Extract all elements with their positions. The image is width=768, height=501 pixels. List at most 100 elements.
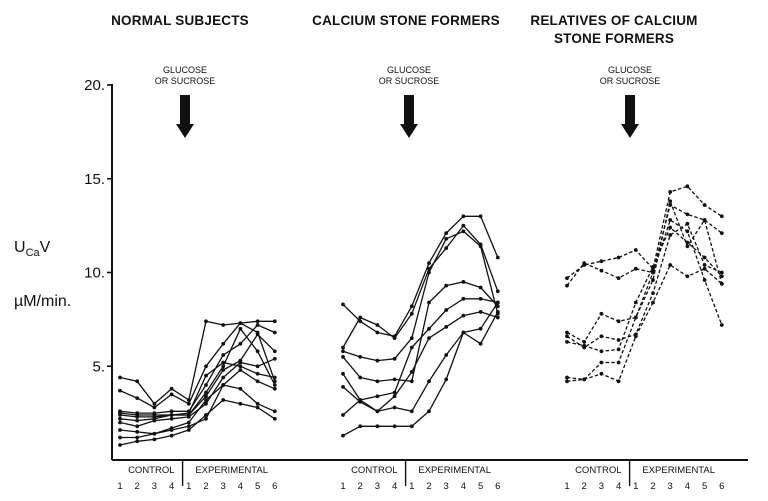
data-point [444, 377, 449, 382]
data-point [444, 236, 449, 241]
data-point [135, 430, 140, 434]
data-point [668, 263, 673, 267]
data-point [392, 424, 397, 429]
data-point [152, 431, 157, 436]
data-point [582, 340, 587, 344]
data-point [599, 371, 604, 376]
series-line [566, 264, 723, 382]
data-point [495, 300, 500, 305]
y-tick-label: 20. [84, 77, 105, 94]
data-point [633, 315, 638, 320]
x-tick-label: 1 [186, 481, 191, 492]
x-tick-label: 1 [117, 481, 122, 492]
data-point [495, 255, 500, 260]
data-point [135, 424, 140, 429]
data-point [358, 375, 363, 380]
data-point [118, 375, 122, 380]
data-point [341, 371, 345, 376]
data-point [702, 266, 707, 271]
x-tick-label: 3 [152, 481, 157, 492]
data-point [409, 336, 414, 340]
data-point [341, 349, 345, 354]
series-line [342, 311, 499, 437]
data-point [255, 364, 260, 369]
y-tick-label: 5. [92, 358, 105, 375]
down-arrow-icon [621, 95, 639, 138]
data-point [444, 283, 449, 288]
data-point [341, 413, 345, 417]
data-point [238, 326, 243, 331]
series-line [566, 200, 723, 343]
data-point [685, 229, 690, 234]
data-point [204, 401, 208, 406]
series-line [119, 328, 276, 418]
series-line [119, 369, 276, 435]
data-point [444, 353, 449, 357]
data-point [582, 343, 587, 348]
data-point [358, 355, 363, 359]
data-point [341, 355, 345, 359]
x-tick-label: 2 [650, 481, 655, 492]
data-point [341, 345, 345, 350]
data-point [221, 360, 226, 365]
data-point [221, 353, 226, 357]
data-point [272, 349, 277, 354]
x-tick-label: 1 [633, 481, 638, 492]
data-point [118, 413, 122, 417]
data-point [409, 424, 414, 429]
x-tick-label: 4 [169, 481, 174, 492]
data-point [495, 304, 500, 309]
data-point [255, 401, 260, 406]
data-point [392, 336, 397, 340]
data-point [651, 300, 655, 305]
data-point [186, 428, 191, 432]
data-point [272, 409, 277, 414]
data-point [565, 379, 569, 384]
data-point [702, 203, 707, 207]
data-point [375, 323, 380, 327]
data-point [409, 311, 414, 316]
data-point [427, 326, 431, 331]
data-point [633, 300, 638, 305]
data-point [565, 283, 569, 288]
data-point [719, 270, 724, 275]
x-tick-label: 4 [616, 481, 621, 492]
data-point [427, 409, 431, 414]
data-point [375, 409, 380, 414]
data-point [272, 416, 277, 421]
data-point [565, 375, 569, 380]
x-tick-label: 5 [255, 481, 260, 492]
data-point [204, 398, 208, 402]
data-point [221, 368, 226, 372]
control-label: CONTROL [575, 465, 621, 476]
x-tick-label: 4 [685, 481, 690, 492]
data-point [169, 392, 174, 397]
panel-title: CALCIUM STONE FORMERS [312, 13, 500, 28]
x-tick-label: 3 [668, 481, 673, 492]
data-point [668, 218, 673, 222]
data-point [135, 418, 140, 423]
data-point [118, 388, 122, 393]
data-point [461, 330, 466, 335]
data-point [169, 416, 174, 421]
data-point [651, 270, 655, 275]
data-point [186, 424, 191, 429]
data-point [651, 291, 655, 295]
x-tick-label: 5 [702, 481, 707, 492]
data-point [392, 405, 397, 410]
data-point [616, 347, 621, 352]
panel-title: RELATIVES OF CALCIUM [530, 13, 697, 28]
x-tick-label: 4 [461, 481, 466, 492]
data-point [118, 416, 122, 421]
data-point [358, 398, 363, 402]
data-point [409, 379, 414, 384]
experimental-label: EXPERIMENTAL [418, 465, 491, 476]
data-point [565, 276, 569, 280]
data-point [238, 360, 243, 365]
data-point [255, 379, 260, 384]
data-point [152, 437, 157, 442]
data-point [565, 334, 569, 339]
data-point [152, 405, 157, 410]
data-point [375, 330, 380, 335]
data-point [255, 405, 260, 410]
